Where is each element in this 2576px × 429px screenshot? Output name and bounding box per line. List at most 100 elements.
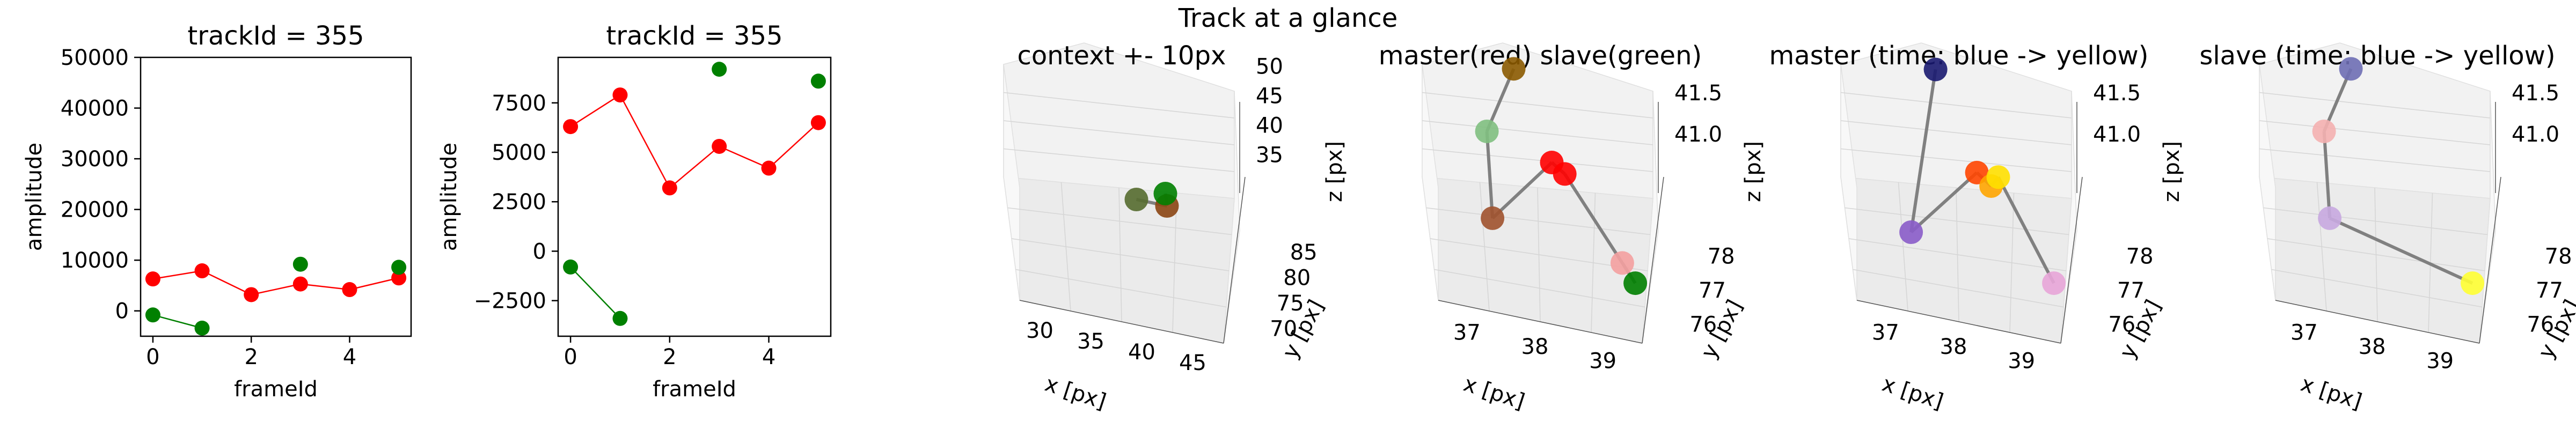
figure-title: Track at a glance: [1178, 3, 1398, 33]
y-tick-label: 77: [2117, 278, 2145, 303]
grid-line: [1848, 238, 2067, 271]
y-axis-line: [1223, 176, 1246, 344]
z-axis-label: z [px]: [2160, 141, 2184, 202]
data-point: [342, 282, 357, 298]
y-tick-label: 10000: [61, 248, 129, 273]
x-tick-label: 38: [1521, 335, 1549, 359]
y-tick-label: 77: [1699, 278, 1726, 303]
track-line: [1563, 173, 1624, 264]
x-tick-label: 39: [1589, 349, 1616, 374]
chart-title: slave (time: blue -> yellow): [2199, 41, 2555, 71]
data-point: [2318, 206, 2342, 230]
data-point: [1986, 165, 2010, 189]
chart-title: context +- 10px: [1018, 41, 1226, 71]
grid-line: [1840, 148, 2072, 172]
track-line: [1485, 131, 1495, 219]
data-point: [563, 119, 579, 135]
z-tick-label: 41.0: [2512, 122, 2559, 147]
x-axis-label: x [px]: [2297, 372, 2365, 415]
series-line: [300, 283, 350, 291]
data-point: [292, 276, 308, 292]
y-tick-label: 75: [1277, 291, 1304, 316]
y-tick-label: −2500: [474, 289, 546, 314]
data-point: [1502, 57, 1526, 81]
y-tick-label: 80: [1283, 265, 1311, 290]
track-line: [1996, 176, 2055, 284]
data-point: [1475, 119, 1499, 143]
x-axis-label: x [px]: [1460, 372, 1527, 415]
grid-line: [1426, 207, 1651, 235]
x-tick-label: 2: [663, 345, 676, 369]
series-line: [619, 94, 670, 188]
grid-line: [1007, 207, 1232, 235]
data-point: [145, 307, 160, 323]
y-axis-label: amplitude: [437, 143, 462, 251]
grid-line: [1840, 120, 2072, 145]
data-point: [145, 271, 160, 287]
data-point: [1899, 220, 1923, 244]
series-line: [251, 283, 301, 295]
data-point: [2339, 57, 2363, 81]
x-tick-label: 37: [1453, 320, 1481, 345]
grid-line: [2267, 238, 2485, 271]
data-point: [194, 263, 210, 279]
data-point: [1124, 188, 1148, 211]
chart-title: trackId = 355: [187, 21, 364, 51]
left-pane: [2259, 64, 2276, 301]
z-tick-label: 41.5: [2093, 81, 2141, 106]
grid-line: [2263, 207, 2488, 235]
x-tick-label: 37: [2290, 320, 2318, 345]
y-tick-label: 76: [2527, 312, 2554, 337]
plot-frame: [557, 56, 832, 337]
x-tick-label: 30: [1026, 319, 1053, 343]
y-tick-label: 7500: [492, 91, 546, 116]
left-pane: [1422, 64, 1439, 301]
y-tick-label: 78: [2545, 245, 2572, 269]
x-axis-label: x [px]: [1879, 372, 1946, 415]
data-point: [391, 260, 407, 275]
z-axis-label: z [px]: [1322, 141, 1347, 202]
z-tick-label: 41.0: [2093, 122, 2141, 147]
y-tick-label: 0: [115, 299, 129, 324]
data-point: [712, 62, 727, 77]
z-tick-label: 40: [1256, 114, 1283, 138]
grid-line: [1422, 148, 1653, 172]
data-point: [1923, 57, 1948, 82]
track-line: [1910, 171, 1978, 234]
y-axis-line: [1642, 176, 1664, 344]
y-tick-label: 0: [533, 239, 546, 264]
x-axis-line: [1019, 300, 1224, 344]
y-tick-label: 5000: [492, 140, 546, 165]
x-tick-label: 35: [1077, 329, 1104, 354]
series-line: [152, 270, 202, 280]
series-line: [768, 122, 819, 169]
x-tick-label: 4: [343, 345, 356, 369]
series-line: [152, 314, 202, 329]
z-tick-label: 50: [1256, 55, 1283, 79]
data-point: [194, 320, 210, 336]
x-axis-line: [2275, 300, 2480, 344]
grid-line: [1003, 92, 1235, 119]
y-tick-label: 76: [1689, 312, 1717, 337]
x-tick-label: 39: [2008, 349, 2035, 374]
y-tick-label: 30000: [61, 147, 129, 172]
z-tick-label: 41.0: [1674, 122, 1722, 147]
x-tick-label: 40: [1128, 340, 1155, 365]
scatter3d-chart-2: master(red) slave(green)x [px]y [px]z [p…: [1379, 41, 1766, 415]
y-tick-label: 76: [2108, 312, 2135, 337]
track-line: [2322, 131, 2332, 219]
data-point: [563, 259, 579, 275]
series-line: [719, 145, 770, 169]
data-point: [612, 87, 628, 103]
x-axis-label: x [px]: [1042, 372, 1109, 415]
x-tick-label: 4: [762, 345, 775, 369]
scatter3d-chart-3: master (time: blue -> yellow)x [px]y [px…: [1769, 41, 2184, 415]
data-point: [1481, 206, 1505, 230]
x-axis-label: frameId: [653, 377, 736, 402]
y-tick-label: 2500: [492, 190, 546, 214]
y-tick-label: 50000: [61, 46, 129, 70]
y-tick-label: 70: [1270, 316, 1297, 341]
data-point: [1610, 251, 1634, 275]
data-point: [1623, 271, 1648, 295]
